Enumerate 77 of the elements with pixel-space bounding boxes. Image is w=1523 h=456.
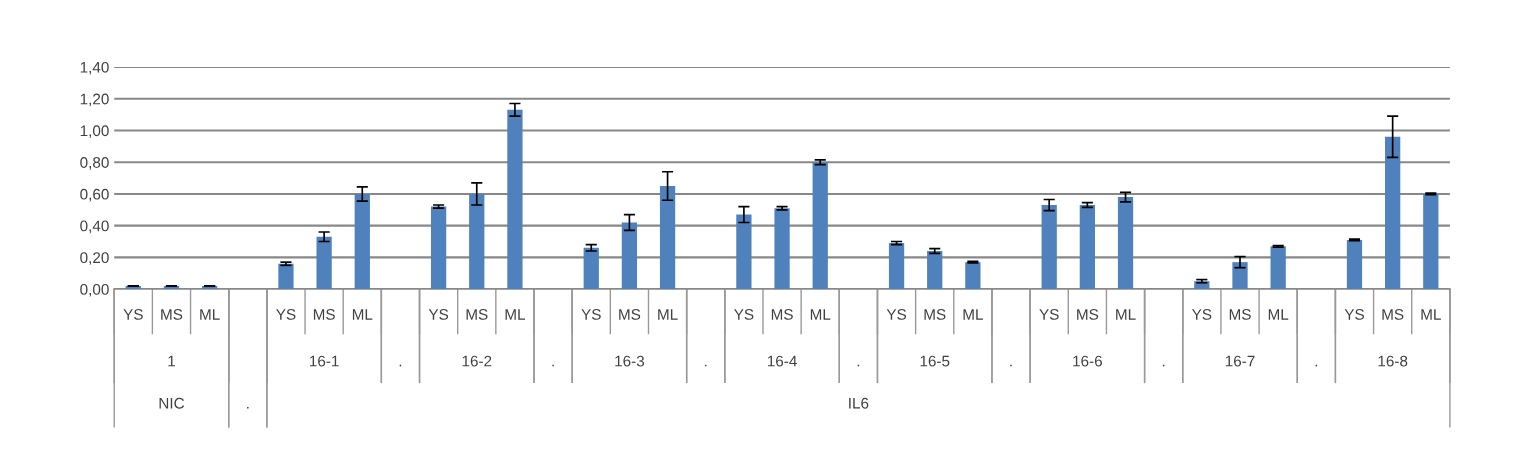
text: 16-5 xyxy=(920,355,950,367)
bar xyxy=(1346,239,1363,290)
y-tick-label: 0,00 xyxy=(80,283,109,297)
bar xyxy=(316,236,332,290)
x-tick-label: MS xyxy=(1077,309,1099,320)
text: 1 xyxy=(168,355,175,367)
bar xyxy=(583,247,599,290)
bar xyxy=(354,193,370,290)
bar xyxy=(774,208,790,290)
y-tick-label: 0,20 xyxy=(80,252,109,265)
bar xyxy=(507,109,523,290)
text: 16-1 xyxy=(309,355,339,367)
y-tick-label: 1,00 xyxy=(80,125,109,138)
x-tick-label: MS xyxy=(161,309,183,320)
text: NIC xyxy=(159,397,185,409)
bar xyxy=(736,214,752,290)
bar xyxy=(1232,262,1248,290)
x-tick-label: ML xyxy=(352,309,373,320)
bar xyxy=(469,193,485,290)
bar xyxy=(965,262,981,290)
text: 16-2 xyxy=(462,355,492,367)
x-tick-label: MS xyxy=(1229,309,1251,320)
bar xyxy=(888,243,905,290)
text: . xyxy=(1010,364,1012,367)
bar xyxy=(1385,136,1401,290)
x-tick-label: MS xyxy=(619,309,641,320)
bar xyxy=(430,206,447,290)
x-tick-label: ML xyxy=(658,309,678,320)
x-tick-label: ML xyxy=(1116,309,1136,320)
bar xyxy=(1423,193,1439,290)
bar xyxy=(621,222,638,290)
text: . xyxy=(705,364,707,367)
text: . xyxy=(1315,364,1318,367)
text: 16-4 xyxy=(767,355,797,367)
x-tick-label: YS xyxy=(276,309,296,320)
x-tick-label: MS xyxy=(313,309,335,320)
bar xyxy=(1117,197,1134,290)
x-tick-label: YS xyxy=(1191,309,1212,320)
x-tick-label: YS xyxy=(123,309,143,320)
x-tick-label: ML xyxy=(1268,309,1289,320)
text: 16-3 xyxy=(615,355,645,367)
text: 16-6 xyxy=(1073,355,1102,367)
bar xyxy=(1079,205,1095,290)
bar xyxy=(927,251,943,290)
x-tick-label: YS xyxy=(734,309,754,320)
x-tick-label: YS xyxy=(1039,309,1059,320)
text: . xyxy=(399,364,402,367)
x-tick-label: MS xyxy=(1382,309,1404,320)
x-tick-label: ML xyxy=(963,309,983,320)
x-tick-label: ML xyxy=(200,309,220,320)
bar xyxy=(1270,246,1286,290)
bar xyxy=(1041,205,1057,290)
text: . xyxy=(857,364,860,367)
bar xyxy=(812,162,828,290)
text: IL6 xyxy=(849,397,869,409)
x-tick-label: YS xyxy=(581,309,601,320)
x-tick-label: YS xyxy=(1344,309,1364,320)
y-tick-label: 0,40 xyxy=(80,220,109,234)
bar xyxy=(278,263,294,290)
bar xyxy=(659,186,676,290)
text: . xyxy=(1162,364,1165,367)
x-tick-label: ML xyxy=(810,309,831,320)
x-tick-label: MS xyxy=(924,309,946,320)
text: 16-8 xyxy=(1378,355,1408,367)
text: . xyxy=(552,364,554,367)
text: . xyxy=(247,406,249,409)
y-tick-label: 0,60 xyxy=(80,188,109,202)
x-tick-label: MS xyxy=(771,309,793,320)
y-tick-label: 0,80 xyxy=(80,157,109,170)
x-tick-label: ML xyxy=(505,309,526,320)
x-tick-label: YS xyxy=(428,309,449,320)
text: 16-7 xyxy=(1225,355,1255,367)
x-tick-label: ML xyxy=(1421,309,1441,320)
x-tick-label: MS xyxy=(466,309,488,320)
x-tick-label: YS xyxy=(886,309,907,320)
y-tick-label: 1,40 xyxy=(80,61,109,75)
y-tick-label: 1,20 xyxy=(80,93,109,107)
